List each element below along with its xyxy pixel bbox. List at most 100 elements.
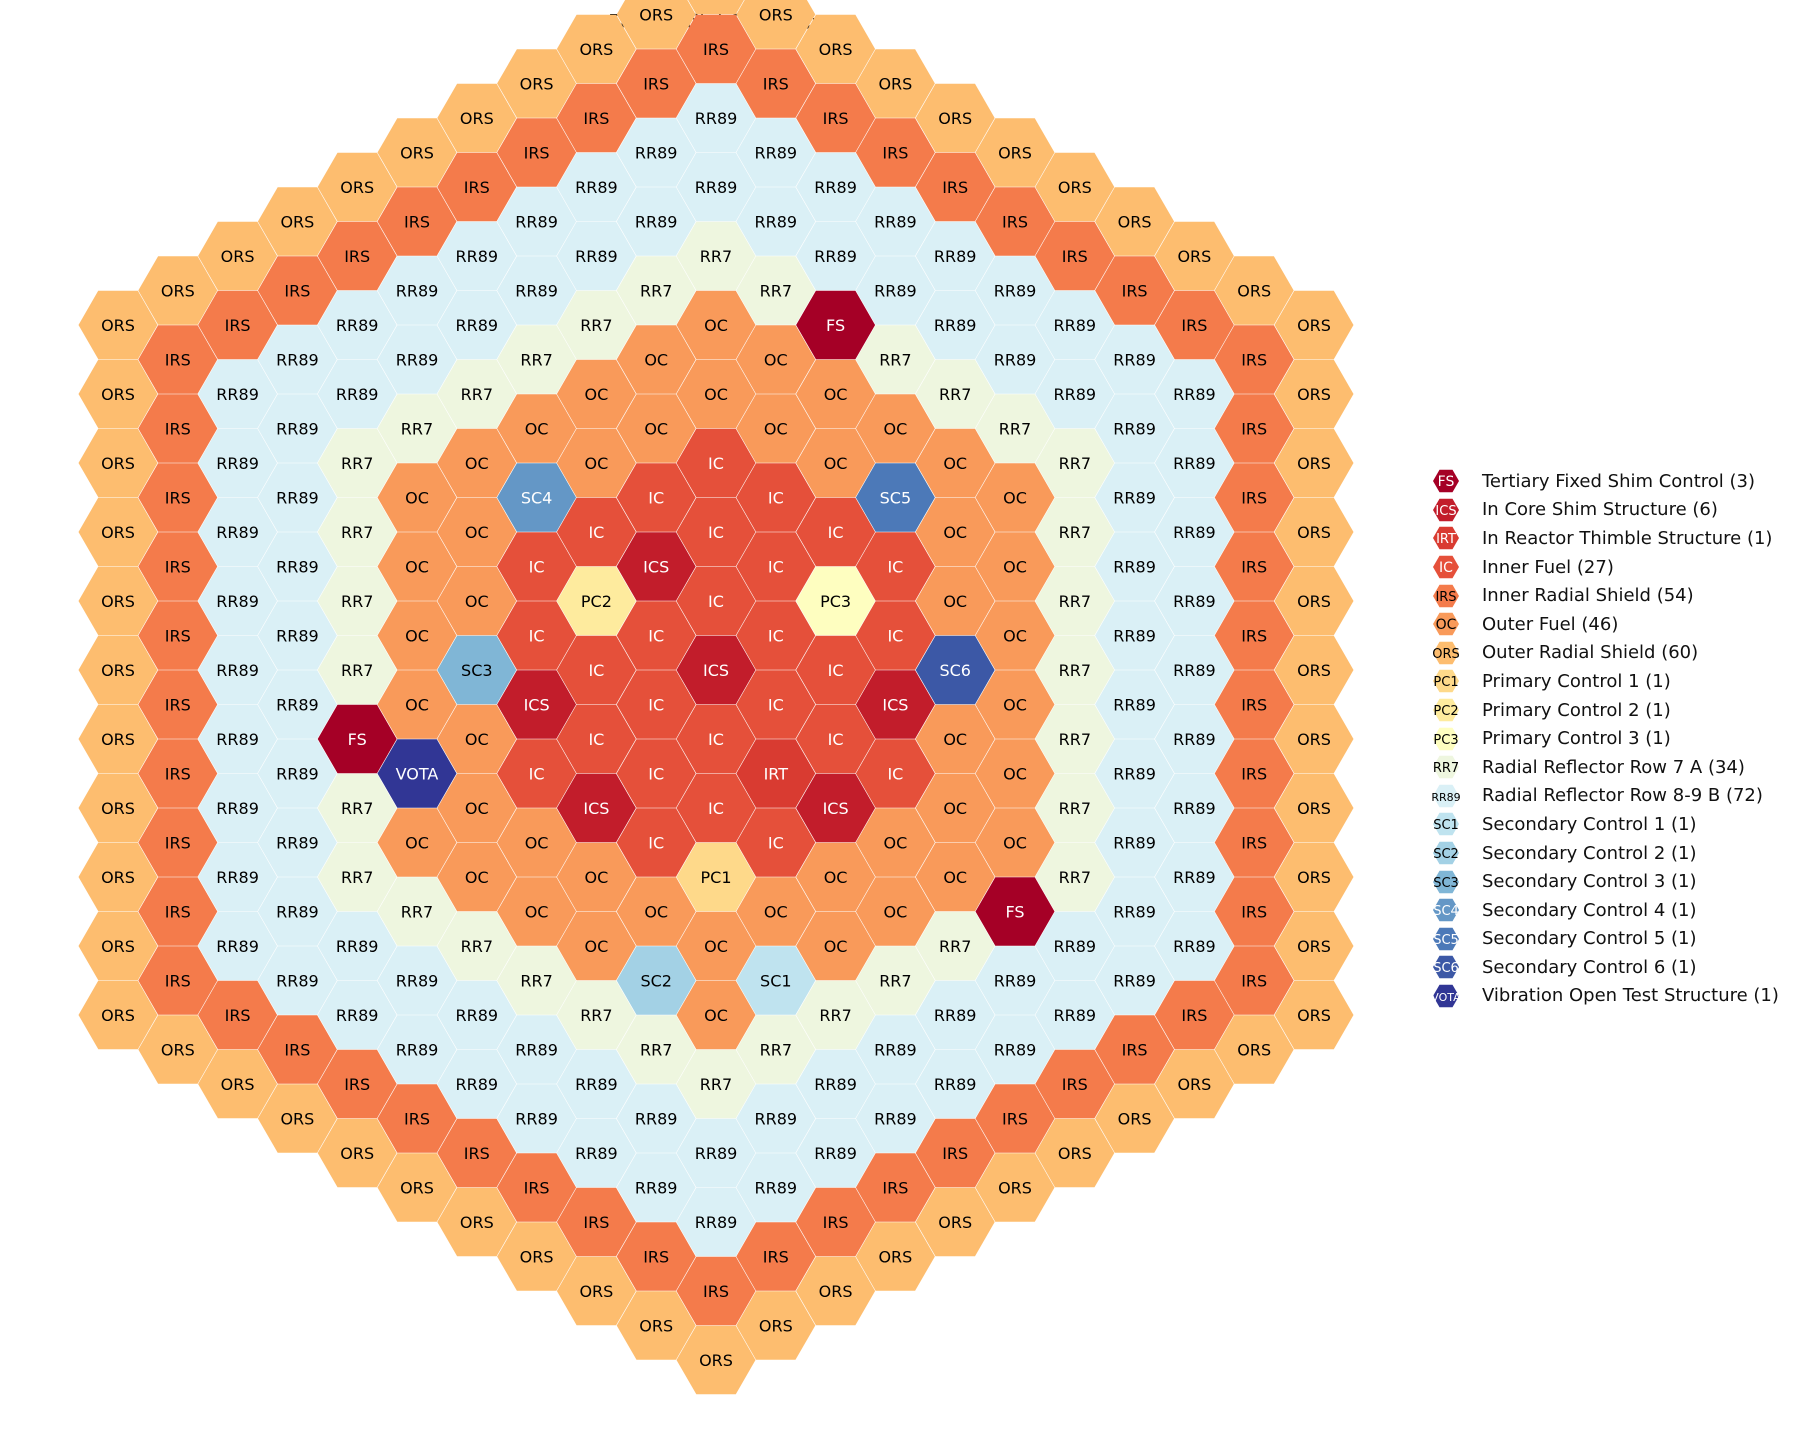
assembly-hex: [915, 704, 995, 774]
assembly-label: ORS: [1237, 1041, 1271, 1060]
assembly-hex: [317, 980, 397, 1050]
legend-hex-icon: RR7: [1430, 753, 1462, 781]
assembly-hex: [796, 704, 876, 774]
assembly-label: RR89: [575, 247, 618, 266]
assembly-ic: IC: [616, 808, 696, 877]
assembly-oc: OC: [796, 911, 876, 981]
assembly-label: IC: [588, 661, 604, 680]
assembly-hex: [855, 532, 935, 601]
assembly-label: RR7: [1059, 454, 1091, 473]
assembly-ic: IC: [855, 739, 935, 808]
assembly-oc: OC: [616, 394, 696, 463]
assembly-label: ORS: [938, 1213, 972, 1232]
svg-text:PC3: PC3: [1433, 733, 1458, 748]
assembly-rr89: RR89: [676, 152, 756, 222]
assembly-label: IRS: [284, 1041, 310, 1060]
assembly-oc: OC: [437, 704, 517, 774]
legend-label: Secondary Control 3 (1): [1482, 871, 1697, 893]
assembly-hex: [317, 497, 397, 567]
assembly-rr89: RR89: [616, 118, 696, 187]
assembly-irs: IRS: [975, 1084, 1055, 1153]
assembly-hex: [138, 325, 218, 394]
assembly-label: OC: [1003, 558, 1027, 577]
assembly-hex: [78, 359, 158, 429]
assembly-rr7: RR7: [616, 256, 696, 325]
assembly-irs: IRS: [1214, 325, 1294, 394]
assembly-hex: [915, 290, 995, 360]
legend-item-irt: IRT In Reactor Thimble Structure (1): [1430, 524, 1779, 553]
assembly-irs: IRS: [257, 256, 337, 325]
assembly-label: SC1: [760, 972, 792, 991]
assembly-label: IRS: [1122, 1041, 1148, 1060]
assembly-hex: [975, 601, 1055, 670]
assembly-hex: [616, 256, 696, 325]
assembly-ors: ORS: [1274, 980, 1354, 1050]
assembly-hex: [855, 463, 935, 532]
svg-text:FS: FS: [1438, 474, 1455, 490]
assembly-oc: OC: [556, 842, 636, 912]
svg-text:OC: OC: [1436, 617, 1457, 633]
assembly-ic: IC: [736, 532, 816, 601]
assembly-hex: [257, 808, 337, 877]
assembly-label: RR89: [994, 282, 1037, 301]
assembly-hex: [138, 532, 218, 601]
legend-item-sc4: SC4 Secondary Control 4 (1): [1430, 896, 1779, 925]
assembly-hex: [736, 739, 816, 808]
assembly-irs: IRS: [1095, 1015, 1175, 1084]
assembly-hex: [497, 1222, 577, 1291]
assembly-rr89: RR89: [915, 980, 995, 1050]
legend-hex-icon: PC3: [1430, 725, 1462, 753]
assembly-ors: ORS: [975, 118, 1055, 187]
assembly-hex: [556, 773, 636, 843]
assembly-ic: IC: [676, 704, 756, 774]
assembly-label: ORS: [699, 1351, 733, 1370]
assembly-rr89: RR89: [676, 1187, 756, 1257]
assembly-irs: IRS: [138, 946, 218, 1015]
assembly-label: RR89: [1113, 489, 1156, 508]
assembly-label: RR89: [575, 178, 618, 197]
assembly-rr89: RR89: [198, 842, 278, 912]
assembly-hex: [736, 463, 816, 532]
assembly-oc: OC: [855, 808, 935, 877]
assembly-hex: [736, 1222, 816, 1291]
assembly-label: SC2: [640, 972, 672, 991]
assembly-ors: ORS: [78, 911, 158, 981]
assembly-hex: [855, 877, 935, 946]
assembly-hex: [1095, 325, 1175, 394]
assembly-label: IRT: [764, 765, 789, 784]
assembly-label: IC: [708, 454, 724, 473]
assembly-hex: [676, 152, 756, 222]
assembly-hex: [736, 1153, 816, 1222]
assembly-oc: OC: [796, 428, 876, 498]
assembly-ic: IC: [796, 704, 876, 774]
assembly-label: IRS: [583, 1213, 609, 1232]
assembly-hex: [198, 566, 278, 636]
assembly-oc: OC: [975, 601, 1055, 670]
assembly-ors: ORS: [1274, 704, 1354, 774]
assembly-hex: [497, 49, 577, 118]
assembly-oc: OC: [975, 808, 1055, 877]
assembly-hex: [377, 1015, 457, 1084]
assembly-oc: OC: [437, 842, 517, 912]
assembly-ors: ORS: [257, 187, 337, 256]
assembly-rr89: RR89: [975, 256, 1055, 325]
assembly-ors: ORS: [78, 842, 158, 912]
assembly-label: IRS: [404, 213, 430, 232]
assembly-label: RR89: [934, 247, 977, 266]
assembly-hex: [1274, 497, 1354, 567]
assembly-ic: IC: [855, 532, 935, 601]
assembly-ors: ORS: [1274, 842, 1354, 912]
assembly-rr89: RR89: [796, 221, 876, 291]
assembly-label: RR89: [276, 627, 319, 646]
assembly-label: RR89: [934, 1075, 977, 1094]
assembly-rr89: RR89: [1154, 566, 1234, 636]
assembly-hex: [1214, 463, 1294, 532]
assembly-hex: [1154, 221, 1234, 291]
assembly-rr89: RR89: [317, 359, 397, 429]
assembly-ic: IC: [676, 428, 756, 498]
assembly-hex: [138, 463, 218, 532]
assembly-hex: [198, 911, 278, 981]
assembly-label: RR89: [1113, 903, 1156, 922]
assembly-rr7: RR7: [377, 394, 457, 463]
assembly-label: ORS: [1297, 385, 1331, 404]
